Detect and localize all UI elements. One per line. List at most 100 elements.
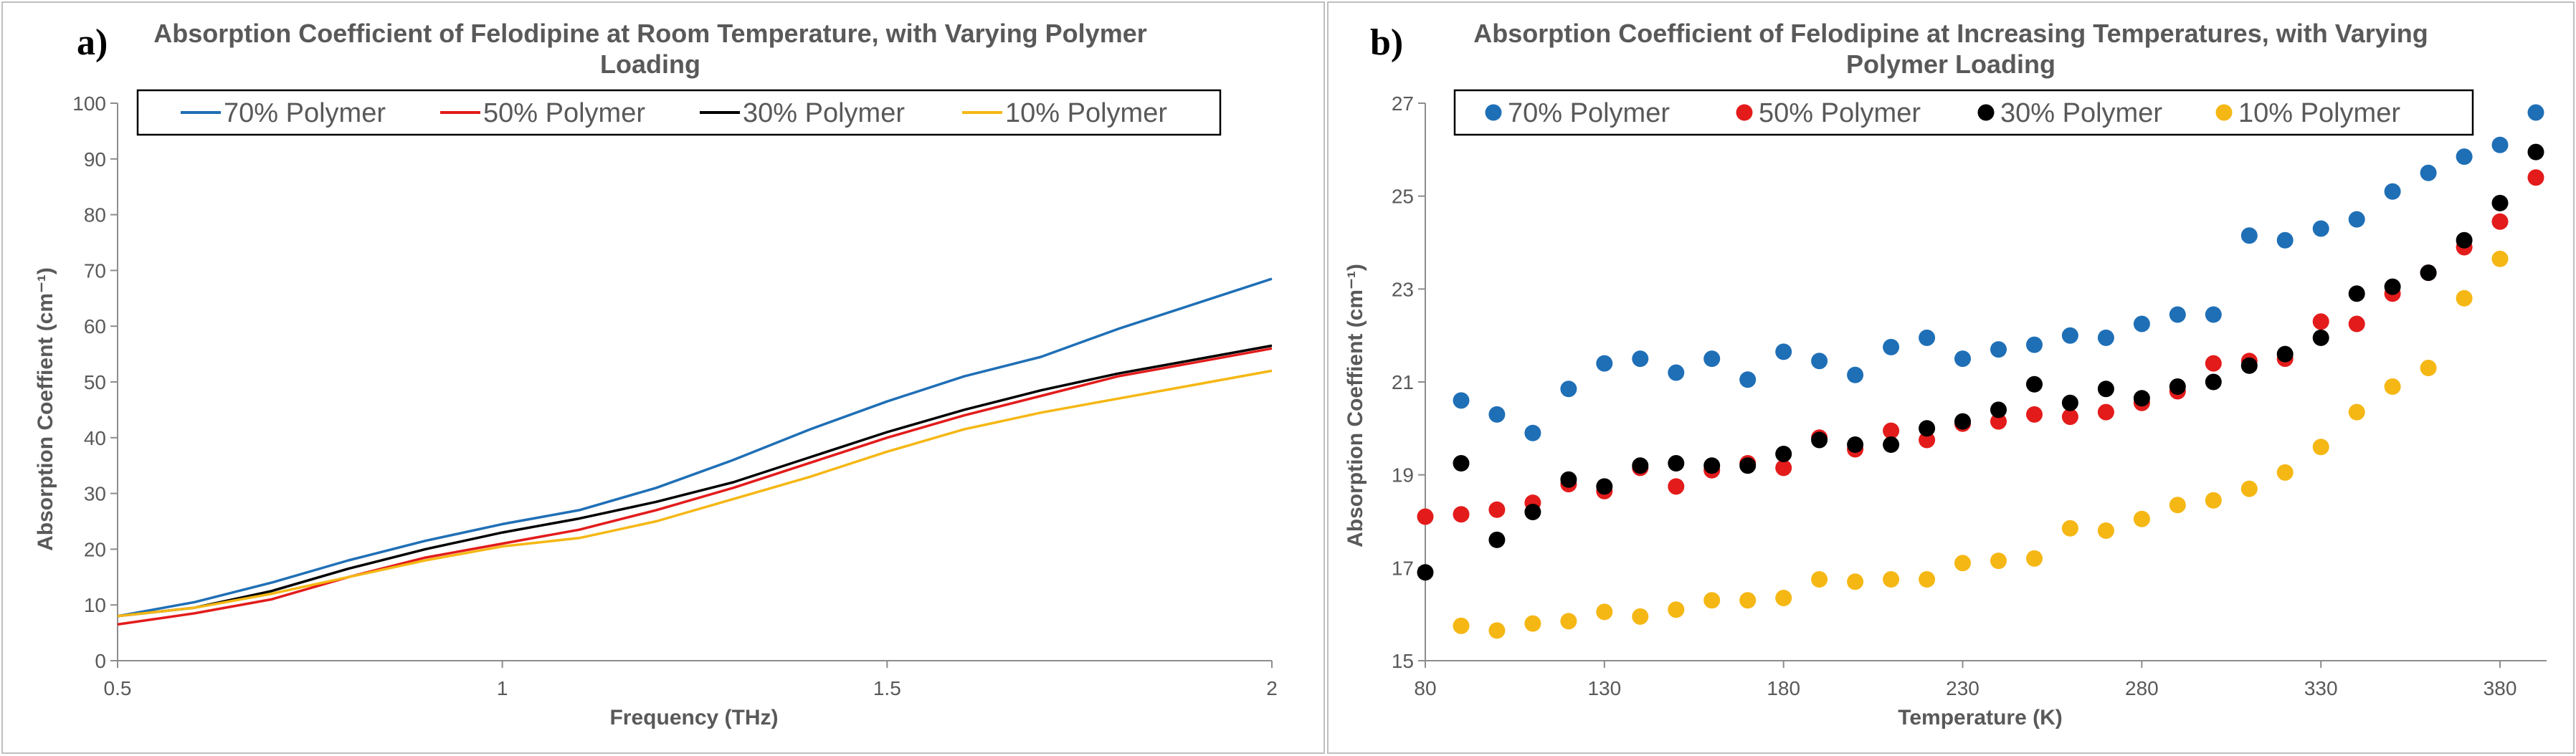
panel-letter-a: a): [77, 22, 108, 63]
data-point-70-polymer: [2384, 183, 2401, 200]
data-point-30-polymer: [2205, 373, 2222, 391]
data-point-70-polymer: [2205, 306, 2222, 323]
data-point-10-polymer: [2169, 497, 2186, 514]
data-point-70-polymer: [2276, 231, 2294, 249]
data-point-30-polymer: [1596, 478, 1613, 495]
data-point-50-polymer: [1990, 413, 2007, 430]
data-point-50-polymer: [2491, 213, 2509, 230]
data-point-70-polymer: [1990, 341, 2007, 358]
data-point-10-polymer: [1668, 601, 1685, 618]
x-tick-label: 130: [1587, 677, 1621, 699]
data-point-10-polymer: [2240, 480, 2258, 497]
data-point-30-polymer: [2348, 285, 2365, 302]
data-point-30-polymer: [1668, 455, 1685, 472]
data-point-70-polymer: [1847, 366, 1864, 383]
chart-title-line-1: Absorption Coefficient of Felodipine at …: [153, 19, 1147, 48]
data-point-70-polymer: [2312, 220, 2329, 237]
data-point-10-polymer: [1954, 555, 1971, 572]
data-point-70-polymer: [2491, 136, 2509, 153]
y-tick-label: 60: [84, 315, 106, 338]
legend-marker: [1977, 104, 1995, 121]
data-point-30-polymer: [1417, 564, 1434, 581]
data-point-30-polymer: [2240, 357, 2258, 374]
data-point-70-polymer: [1488, 406, 1506, 423]
y-tick-label: 70: [84, 259, 106, 282]
y-tick-label: 15: [1392, 650, 1414, 672]
data-point-30-polymer: [1632, 457, 1649, 474]
y-tick-label: 0: [95, 650, 106, 672]
data-point-50-polymer: [2205, 355, 2222, 372]
data-point-70-polymer: [1524, 424, 1541, 441]
data-point-30-polymer: [2312, 329, 2329, 346]
legend-label: 10% Polymer: [1005, 98, 1167, 128]
data-point-50-polymer: [1919, 431, 1936, 449]
data-point-30-polymer: [1560, 471, 1577, 488]
data-point-50-polymer: [1775, 459, 1792, 477]
x-tick-label: 180: [1767, 677, 1800, 699]
data-point-10-polymer: [2097, 522, 2114, 539]
data-point-50-polymer: [2527, 169, 2544, 186]
y-tick-label: 20: [84, 538, 106, 560]
data-point-70-polymer: [2456, 148, 2473, 166]
data-point-70-polymer: [2026, 336, 2043, 353]
data-point-30-polymer: [1488, 531, 1506, 548]
data-point-50-polymer: [1883, 422, 1900, 439]
data-point-30-polymer: [2026, 375, 2043, 393]
data-point-30-polymer: [1919, 420, 1936, 437]
data-point-70-polymer: [1596, 355, 1613, 372]
data-point-10-polymer: [1990, 552, 2007, 570]
legend-label: 30% Polymer: [743, 98, 905, 128]
legend-label: 30% Polymer: [2000, 98, 2162, 128]
series-line-30-polymerpolymer: [117, 344, 1273, 618]
chart-title-line-2: Polymer Loading: [1846, 49, 2055, 79]
data-point-10-polymer: [1919, 571, 1936, 588]
data-point-70-polymer: [2097, 329, 2114, 346]
data-point-30-polymer: [2133, 390, 2150, 407]
x-tick-label: 80: [1414, 677, 1436, 699]
data-point-30-polymer: [2276, 345, 2294, 363]
legend-marker: [2215, 104, 2233, 121]
data-point-10-polymer: [1560, 613, 1577, 630]
data-point-50-polymer: [2312, 313, 2329, 330]
data-point-70-polymer: [1560, 381, 1577, 398]
x-tick-label: 330: [2304, 677, 2338, 699]
data-point-70-polymer: [2133, 315, 2150, 332]
data-point-10-polymer: [1739, 592, 1757, 609]
data-point-30-polymer: [1883, 436, 1900, 453]
chart-panel-b: b) Absorption Coefficient of Felodipine …: [1327, 1, 2575, 754]
legend-label: 50% Polymer: [1759, 98, 1921, 128]
y-tick-label: 50: [84, 371, 106, 393]
x-tick-label: 1: [497, 677, 508, 699]
data-point-30-polymer: [1990, 401, 2007, 418]
data-point-30-polymer: [1954, 413, 1971, 430]
legend-label: 10% Polymer: [2238, 98, 2400, 128]
data-point-10-polymer: [2312, 439, 2329, 456]
data-point-10-polymer: [1632, 608, 1649, 625]
data-point-70-polymer: [1668, 364, 1685, 381]
data-point-70-polymer: [2061, 327, 2078, 344]
x-axis-label: Temperature (K): [1898, 706, 2062, 729]
chart-title-line-1: Absorption Coefficient of Felodipine at …: [1473, 19, 2428, 48]
y-tick-label: 19: [1392, 464, 1414, 487]
series-line-50-polymerpolymer: [117, 347, 1273, 626]
data-point-50-polymer: [1668, 478, 1685, 495]
chart-a-svg: a) Absorption Coefficient of Felodipine …: [34, 19, 1278, 729]
y-tick-label: 23: [1392, 278, 1414, 300]
y-tick-label: 100: [72, 92, 106, 115]
data-point-30-polymer: [2420, 264, 2437, 282]
data-point-70-polymer: [2240, 227, 2258, 244]
x-tick-label: 0.5: [104, 677, 132, 699]
data-point-30-polymer: [1739, 457, 1757, 474]
data-point-70-polymer: [2348, 211, 2365, 228]
y-tick-label: 10: [84, 594, 106, 616]
data-point-10-polymer: [1703, 592, 1721, 609]
data-point-10-polymer: [2420, 360, 2437, 376]
legend-label: 70% Polymer: [224, 98, 386, 128]
legend-label: 70% Polymer: [1508, 98, 1670, 128]
chart-panel-a: a) Absorption Coefficient of Felodipine …: [1, 1, 1325, 754]
legend-box: [136, 89, 1222, 136]
data-point-50-polymer: [2097, 403, 2114, 421]
data-point-10-polymer: [2205, 492, 2222, 509]
data-point-10-polymer: [1775, 590, 1792, 606]
y-tick-label: 90: [84, 148, 106, 171]
